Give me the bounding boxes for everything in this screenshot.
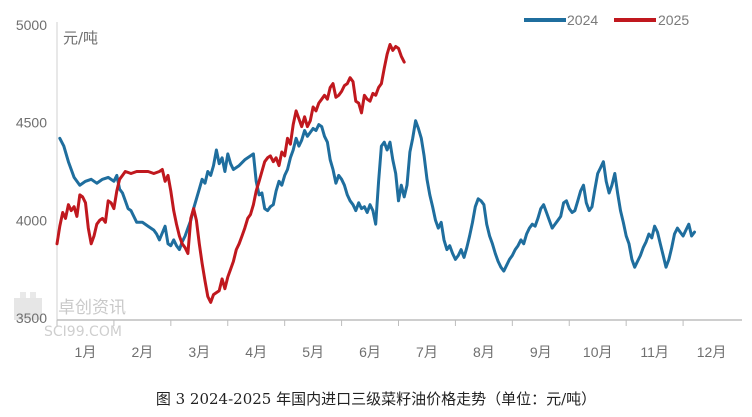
y-ticks: 5000 4500 4000 3500: [16, 17, 47, 326]
y-tick-label: 4000: [16, 212, 47, 228]
x-tick-label: 3月: [188, 344, 210, 360]
x-tick-label: 6月: [359, 344, 381, 360]
x-tick-label: 4月: [245, 344, 267, 360]
x-tick-label: 11月: [640, 344, 669, 360]
legend-label-2025: 2025: [658, 12, 689, 28]
y-tick-label: 4500: [16, 115, 47, 131]
watermark: 卓创资讯 SCI99.COM: [14, 292, 126, 340]
x-tick-label: 7月: [416, 344, 438, 360]
x-tick-label: 9月: [530, 344, 552, 360]
x-tick-label: 10月: [583, 344, 613, 360]
legend-label-2024: 2024: [567, 12, 598, 28]
legend: 2024 2025: [524, 12, 689, 28]
x-tick-label: 5月: [302, 344, 324, 360]
watermark-site: SCI99.COM: [44, 324, 122, 340]
y-tick-label: 3500: [16, 310, 47, 326]
watermark-logo-block: [14, 298, 42, 320]
watermark-name: 卓创资讯: [58, 298, 126, 318]
y-tick-label: 5000: [16, 17, 47, 33]
x-tick-label: 1月: [75, 344, 97, 360]
series-line-2025: [55, 43, 406, 304]
watermark-logo-block: [30, 292, 36, 298]
y-unit-label: 元/吨: [63, 29, 98, 47]
x-tick-label: 12月: [697, 344, 727, 360]
series-lines: [55, 43, 696, 304]
x-tick-label: 2月: [131, 344, 153, 360]
figure-caption: 图 3 2024-2025 年国内进口三级菜籽油价格走势（单位：元/吨）: [156, 390, 596, 408]
x-ticks: 1月 2月 3月 4月 5月 6月 7月 8月 9月 10月 11月 12月: [56, 320, 727, 360]
watermark-logo-block: [20, 292, 26, 298]
x-tick-label: 8月: [473, 344, 495, 360]
series-line-2024: [58, 119, 696, 273]
